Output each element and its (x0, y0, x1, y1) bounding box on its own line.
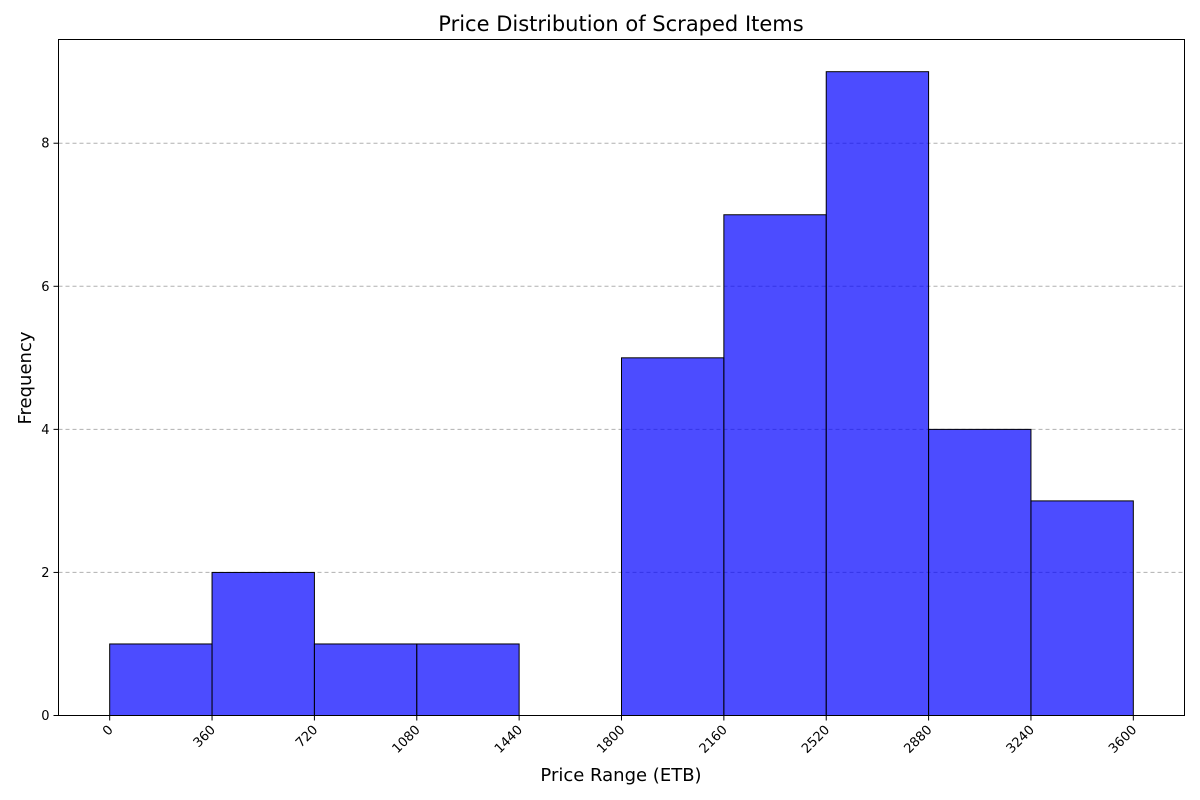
histogram-bar-2 (313, 643, 418, 717)
histogram-bar-8 (928, 428, 1032, 716)
x-axis-label: Price Range (ETB) (540, 765, 701, 786)
x-tick-label: 360 (191, 723, 219, 751)
histogram-bar-5 (621, 357, 725, 716)
histogram-bar-3 (416, 643, 520, 717)
histogram-bar-6 (723, 214, 827, 717)
x-tick-label: 0 (100, 723, 116, 739)
y-axis-ticks: 0 2 4 6 8 (41, 137, 59, 724)
y-tick-label: 2 (41, 566, 49, 581)
histogram-bar-9 (1030, 500, 1134, 716)
x-tick-label: 2880 (901, 723, 935, 757)
x-axis-ticks: 0 360 720 1080 1440 1800 2160 2520 2880 3240 3600 (100, 715, 1140, 757)
x-tick-label: 2520 (799, 723, 833, 757)
y-tick-label: 0 (41, 709, 49, 724)
y-axis-label: Frequency (15, 331, 36, 424)
histogram-bar-0 (109, 643, 213, 717)
histogram-bar-7 (825, 71, 930, 716)
x-tick-label: 720 (293, 723, 321, 751)
histogram-bar-1 (211, 571, 315, 716)
x-tick-label: 1440 (492, 723, 526, 757)
y-tick-label: 6 (41, 280, 49, 295)
x-tick-label: 2160 (697, 723, 731, 757)
y-tick-label: 8 (41, 137, 49, 152)
chart-title: Price Distribution of Scraped Items (438, 12, 803, 36)
x-tick-label: 3240 (1004, 723, 1038, 757)
x-tick-label: 1800 (594, 723, 628, 757)
x-tick-label: 1080 (390, 723, 424, 757)
x-tick-label: 3600 (1106, 723, 1140, 757)
bars-layer (109, 71, 1134, 717)
y-tick-label: 4 (41, 423, 49, 438)
